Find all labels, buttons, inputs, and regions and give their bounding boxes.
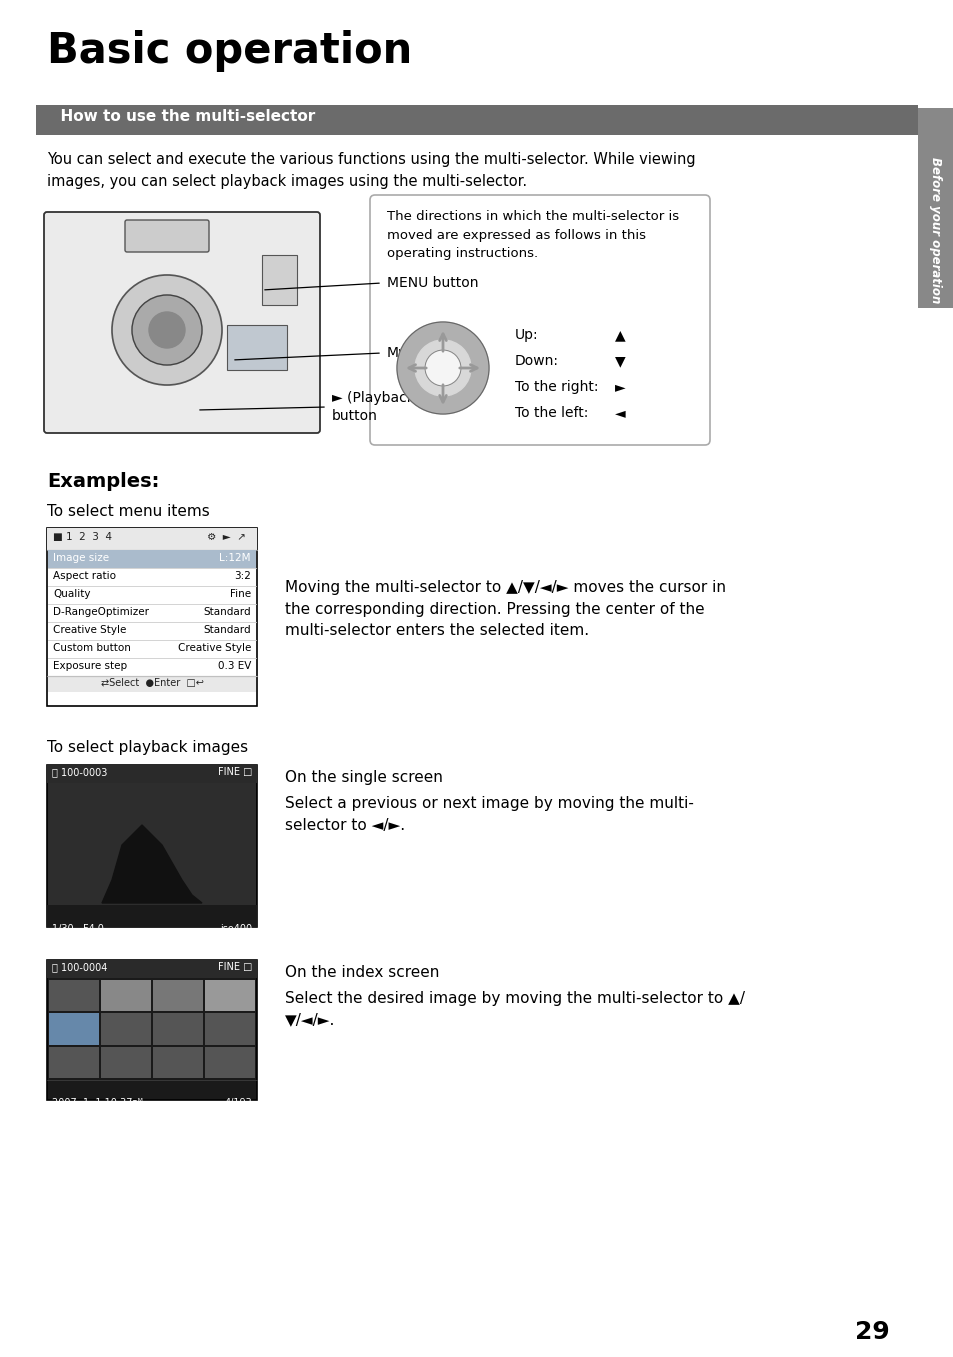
Text: FINE □: FINE □ bbox=[217, 962, 252, 972]
Text: FINE □: FINE □ bbox=[217, 767, 252, 778]
Text: To select playback images: To select playback images bbox=[47, 740, 248, 754]
Text: Select the desired image by moving the multi-selector to ▲/
▼/◄/►.: Select the desired image by moving the m… bbox=[285, 991, 744, 1027]
Text: ► (Playback)
button: ► (Playback) button bbox=[332, 391, 420, 423]
Bar bbox=[205, 980, 254, 1011]
Text: 2007  1  1 10:37ᴘᴹ: 2007 1 1 10:37ᴘᴹ bbox=[52, 936, 143, 947]
Text: 29: 29 bbox=[854, 1320, 889, 1343]
Text: ⚙  ►  ↗: ⚙ ► ↗ bbox=[207, 532, 246, 541]
Bar bbox=[205, 1046, 254, 1077]
Text: Standard: Standard bbox=[203, 607, 251, 617]
Circle shape bbox=[424, 350, 460, 385]
Bar bbox=[49, 980, 99, 1011]
Text: L:12M: L:12M bbox=[219, 554, 251, 563]
Bar bbox=[47, 528, 256, 706]
Text: D-RangeOptimizer: D-RangeOptimizer bbox=[53, 607, 149, 617]
Text: Down:: Down: bbox=[515, 354, 558, 368]
Text: Select a previous or next image by moving the multi-
selector to ◄/►.: Select a previous or next image by movin… bbox=[285, 797, 693, 833]
Bar bbox=[917, 109, 953, 308]
Text: Image size: Image size bbox=[53, 554, 109, 563]
Polygon shape bbox=[102, 825, 202, 902]
Bar bbox=[48, 569, 255, 586]
Bar bbox=[48, 622, 255, 641]
Bar bbox=[36, 104, 917, 134]
Bar bbox=[152, 1046, 203, 1077]
Bar bbox=[47, 765, 256, 783]
Bar bbox=[101, 1046, 151, 1077]
Circle shape bbox=[112, 275, 222, 385]
Bar bbox=[205, 1014, 254, 1045]
Bar bbox=[47, 528, 256, 550]
Text: Before your operation: Before your operation bbox=[928, 156, 942, 303]
FancyBboxPatch shape bbox=[370, 195, 709, 445]
Text: 2007  1  1 10:37ᴘᴹ: 2007 1 1 10:37ᴘᴹ bbox=[52, 1098, 143, 1109]
Bar bbox=[48, 641, 255, 658]
FancyBboxPatch shape bbox=[125, 220, 209, 252]
Circle shape bbox=[149, 312, 185, 347]
Text: To select menu items: To select menu items bbox=[47, 503, 210, 518]
Text: Creative Style: Creative Style bbox=[177, 643, 251, 653]
Bar bbox=[152, 1014, 203, 1045]
Bar bbox=[227, 324, 287, 370]
Circle shape bbox=[415, 341, 471, 396]
Bar bbox=[49, 1046, 99, 1077]
Text: The directions in which the multi-selector is
moved are expressed as follows in : The directions in which the multi-select… bbox=[387, 210, 679, 261]
Text: iso400: iso400 bbox=[219, 924, 252, 934]
Bar bbox=[47, 905, 256, 927]
Text: To the left:: To the left: bbox=[515, 406, 588, 421]
Text: ⛺ 100-0003: ⛺ 100-0003 bbox=[52, 767, 108, 778]
Text: ►: ► bbox=[615, 380, 625, 394]
Bar bbox=[47, 959, 256, 978]
Text: Creative Style: Creative Style bbox=[53, 626, 126, 635]
Bar bbox=[48, 658, 255, 676]
Text: MENU button: MENU button bbox=[387, 275, 478, 290]
Circle shape bbox=[132, 294, 202, 365]
Bar bbox=[48, 550, 255, 569]
Bar bbox=[48, 783, 255, 905]
Text: Fine: Fine bbox=[230, 589, 251, 598]
Bar bbox=[48, 604, 255, 622]
Text: Multi-selector: Multi-selector bbox=[387, 346, 480, 360]
Text: Examples:: Examples: bbox=[47, 472, 159, 491]
Text: Exposure step: Exposure step bbox=[53, 661, 127, 670]
Text: ◄: ◄ bbox=[615, 406, 625, 421]
Bar bbox=[48, 586, 255, 604]
Text: On the index screen: On the index screen bbox=[285, 965, 439, 980]
Text: ▲: ▲ bbox=[615, 328, 625, 342]
Bar bbox=[262, 255, 296, 305]
Text: Standard: Standard bbox=[203, 626, 251, 635]
Bar bbox=[152, 980, 203, 1011]
Text: 4/193: 4/193 bbox=[224, 1098, 252, 1109]
Text: Quality: Quality bbox=[53, 589, 91, 598]
Text: To the right:: To the right: bbox=[515, 380, 598, 394]
Bar bbox=[101, 980, 151, 1011]
Circle shape bbox=[396, 322, 489, 414]
Bar bbox=[49, 1014, 99, 1045]
Text: On the single screen: On the single screen bbox=[285, 769, 442, 784]
Text: ▼: ▼ bbox=[615, 354, 625, 368]
Text: ⇄Select  ●Enter  □↩: ⇄Select ●Enter □↩ bbox=[100, 678, 203, 688]
Text: Moving the multi-selector to ▲/▼/◄/► moves the cursor in
the corresponding direc: Moving the multi-selector to ▲/▼/◄/► mov… bbox=[285, 579, 725, 638]
Text: Up:: Up: bbox=[515, 328, 538, 342]
Text: Aspect ratio: Aspect ratio bbox=[53, 571, 116, 581]
Text: How to use the multi-selector: How to use the multi-selector bbox=[50, 109, 314, 123]
Text: You can select and execute the various functions using the multi-selector. While: You can select and execute the various f… bbox=[47, 152, 695, 189]
Bar bbox=[47, 959, 256, 1101]
Text: ⛺ 100-0004: ⛺ 100-0004 bbox=[52, 962, 108, 972]
Text: 3/7: 3/7 bbox=[236, 936, 252, 947]
Text: 1/30   F4.0: 1/30 F4.0 bbox=[52, 924, 104, 934]
Bar bbox=[48, 676, 255, 692]
Text: 3:2: 3:2 bbox=[233, 571, 251, 581]
FancyBboxPatch shape bbox=[44, 212, 319, 433]
Text: Custom button: Custom button bbox=[53, 643, 131, 653]
Text: 0.3 EV: 0.3 EV bbox=[217, 661, 251, 670]
Text: Basic operation: Basic operation bbox=[47, 30, 412, 72]
Bar bbox=[101, 1014, 151, 1045]
Text: ■ 1  2  3  4: ■ 1 2 3 4 bbox=[53, 532, 112, 541]
Bar bbox=[47, 765, 256, 927]
